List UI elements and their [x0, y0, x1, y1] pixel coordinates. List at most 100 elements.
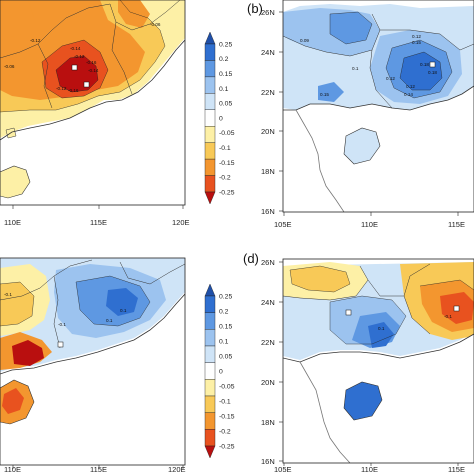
x-tick-label: 110E [361, 465, 378, 474]
panel-b-province-border [283, 13, 474, 109]
colorbar-tick-label: 0.1 [219, 86, 229, 93]
panel-d-contours [289, 265, 474, 345]
colorbar-tick-label: -0.1 [219, 145, 231, 152]
colorbar-cap-bottom [204, 191, 216, 205]
panel-c-province-border [0, 259, 185, 349]
contour-label: -0.14 [70, 46, 81, 51]
colorbar-segment [204, 412, 216, 430]
colorbar-top: 0.25 0.2 0.15 0.1 0.05 0 -0.05 -0.1 -0.15 -0.2 -0.… [204, 31, 235, 205]
y-tick-label: 16N [261, 457, 275, 466]
contour-label: 0.12 [406, 84, 415, 89]
colorbar-tick-label: 0.2 [219, 56, 229, 63]
x-tick-label: 120E [172, 218, 190, 227]
contour-label: -0.12 [30, 38, 41, 43]
panel-c-station-marker [57, 341, 64, 348]
panel-a-ocean [0, 40, 185, 205]
colorbar-segment [204, 395, 216, 413]
colorbar-segment [204, 158, 216, 176]
panel-b-contours [329, 11, 453, 99]
contour-label: 0.1 [352, 66, 359, 71]
contour-label: 0.18 [428, 70, 437, 75]
contour-label: 0.14 [404, 92, 413, 97]
panel-c-ocean [0, 294, 185, 465]
contour-label: 0.15 [320, 92, 329, 97]
colorbar-segment [204, 76, 216, 94]
contour-label: 0.09 [300, 38, 309, 43]
panel-c-coastline [0, 293, 185, 375]
colorbar-segment [204, 93, 216, 110]
panel-b-region-darkblue [400, 52, 442, 90]
colorbar-tick-label: 0.15 [219, 323, 232, 330]
y-tick-label: 18N [261, 418, 275, 427]
y-tick-label: 24N [261, 298, 275, 307]
colorbar-tick-label: 0.25 [219, 41, 232, 48]
panel-b-country-border [295, 109, 345, 212]
panel-d-station-marker [453, 305, 460, 312]
panel-d-coastline [283, 333, 474, 363]
colorbar-tick-label: 0 [219, 368, 223, 375]
y-tick-label: 26N [261, 258, 275, 267]
panel-a-station-marker [83, 81, 90, 88]
contour-label: -0.12 [56, 86, 67, 91]
colorbar-tick-label: -0.15 [219, 413, 235, 420]
x-tick-label: 110E [4, 218, 21, 227]
panel-d-hainan [343, 381, 383, 421]
panel-d-country-border [299, 361, 351, 463]
contour-label: -0.1 [58, 322, 66, 327]
y-tick-label: 22N [261, 338, 275, 347]
colorbar-segment [204, 295, 216, 313]
colorbar-tick-label: 0.1 [219, 338, 229, 345]
y-tick-label: 20N [261, 127, 275, 136]
colorbar-segment [204, 429, 216, 447]
panel-a-hainan [0, 165, 31, 199]
colorbar-segment [204, 109, 216, 127]
y-tick-label: 22N [261, 88, 275, 97]
contour-label: -0.1 [444, 314, 452, 319]
panel-b-coastline [283, 85, 474, 111]
panel-c-coast-red [12, 340, 44, 366]
contour-label: 0.15 [412, 40, 421, 45]
panel-d-frame [282, 258, 474, 464]
contour-label: 0.18 [420, 62, 429, 67]
colorbar-segment [204, 345, 216, 363]
contour-label: 0.1 [120, 308, 127, 313]
panel-c-contours [0, 275, 151, 327]
colorbar-cap-bottom [204, 445, 216, 459]
contour-label: 0.12 [412, 34, 421, 39]
panel-b-station-marker [429, 61, 436, 68]
panel-c: -0.1 0.1 0.1 -0.1 110E 115E 120E [0, 257, 186, 474]
panel-b-hainan [343, 127, 381, 165]
contour-label: -0.1 [4, 292, 12, 297]
colorbar-tick-label: -0.05 [219, 130, 235, 137]
panel-d-region-darkblue [368, 322, 394, 348]
x-tick-label: 105E [274, 465, 292, 474]
x-tick-label: 120E [168, 465, 186, 474]
panel-a-coastline [0, 39, 185, 141]
panel-b-ocean [283, 86, 474, 212]
colorbar-tick-label: -0.2 [219, 428, 231, 435]
colorbar-segment [204, 362, 216, 380]
colorbar-tick-label: -0.05 [219, 383, 235, 390]
panel-b-frame [282, 0, 474, 213]
panel-b-region-coast-blue [318, 82, 344, 102]
colorbar-tick-label: 0.25 [219, 293, 232, 300]
y-tick-label: 16N [261, 207, 275, 216]
contour-label: -0.06 [4, 64, 15, 69]
panel-c-hainan-core [2, 388, 24, 414]
panel-b-x-ticks [283, 212, 459, 216]
panel-b: (b) 0.09 0.12 0.15 0.1 0.12 [247, 0, 474, 229]
contour-label: -0.16 [86, 60, 97, 65]
panel-c-frame [0, 257, 186, 466]
panel-d-label: (d) [243, 251, 259, 266]
colorbar-tick-label: -0.25 [219, 443, 235, 450]
x-tick-label: 115E [90, 218, 107, 227]
colorbar-tick-label: -0.15 [219, 160, 235, 167]
colorbar-segment [204, 43, 216, 61]
panel-c-land-orange-west [0, 282, 34, 326]
contour-label: 0.12 [386, 76, 395, 81]
colorbar-cap-top [204, 31, 216, 45]
panel-d: (d) -0.1 0.1 [243, 251, 474, 474]
colorbar-segment [204, 60, 216, 78]
x-tick-label: 110E [361, 220, 378, 229]
y-tick-label: 24N [261, 48, 275, 57]
